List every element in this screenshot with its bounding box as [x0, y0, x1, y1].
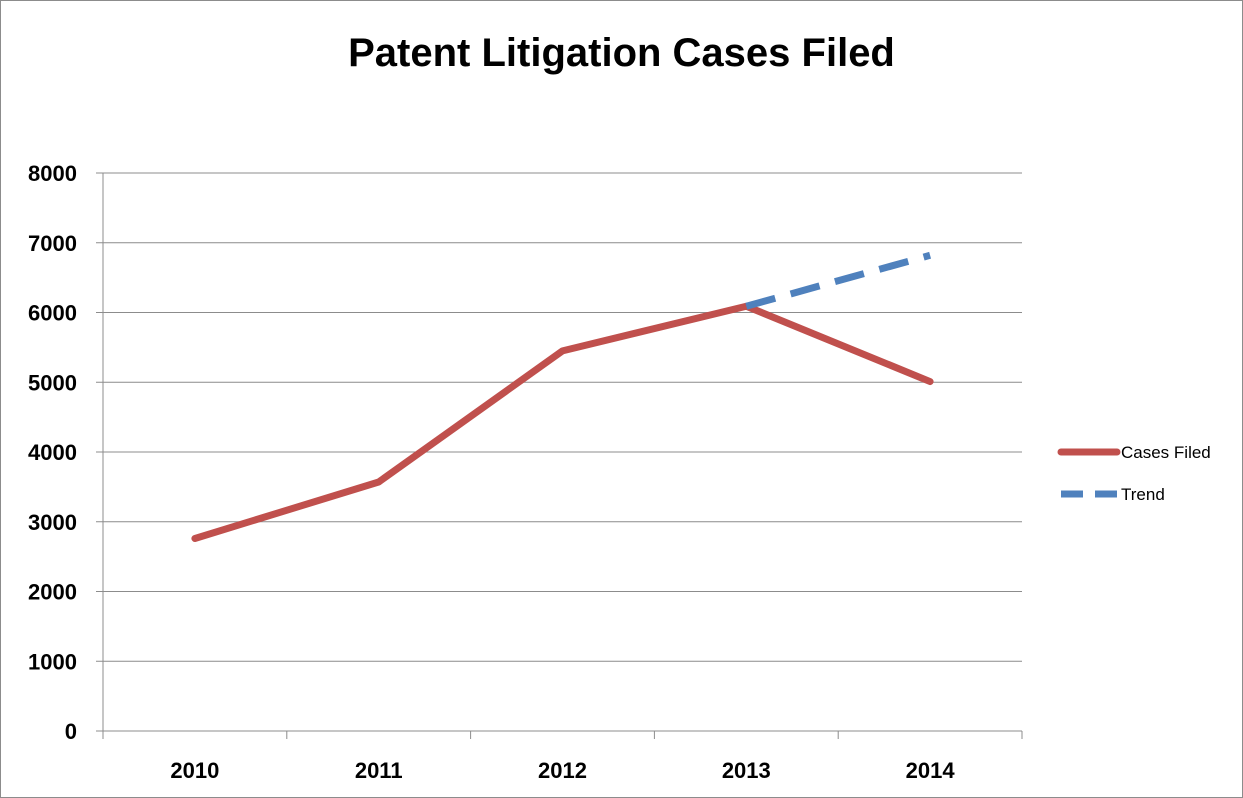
y-tick-label: 4000 — [28, 440, 77, 465]
data-point — [378, 481, 379, 482]
y-tick-label: 8000 — [28, 161, 77, 186]
y-tick-label: 3000 — [28, 510, 77, 535]
y-tick-label: 5000 — [28, 370, 77, 395]
data-point — [194, 538, 195, 539]
data-point — [930, 381, 931, 382]
legend-label: Cases Filed — [1121, 443, 1211, 462]
x-tick-label: 2010 — [170, 758, 219, 783]
series-line-cases-filed — [191, 302, 934, 542]
y-tick-label: 2000 — [28, 580, 77, 605]
data-point — [562, 350, 563, 351]
data-point — [930, 255, 931, 256]
y-tick-label: 7000 — [28, 231, 77, 256]
x-tick-label: 2014 — [906, 758, 956, 783]
x-tick-label: 2013 — [722, 758, 771, 783]
legend: Cases Filed Trend — [1057, 443, 1211, 504]
x-tick-label: 2011 — [355, 758, 403, 783]
gridlines — [103, 172, 1022, 662]
series-lines — [191, 251, 934, 542]
chart-title: Patent Litigation Cases Filed — [348, 31, 895, 75]
series-line-trend — [745, 251, 932, 310]
y-tick-label: 6000 — [28, 301, 77, 326]
data-point — [746, 306, 747, 307]
x-tick-label: 2012 — [538, 758, 587, 783]
y-tick-label: 0 — [65, 719, 77, 744]
x-tick-labels: 2010 2011 2012 2013 2014 — [170, 758, 955, 783]
y-tick-label: 1000 — [28, 649, 77, 674]
legend-label: Trend — [1121, 485, 1165, 504]
y-tick-labels: 0 1000 2000 3000 4000 5000 6000 7000 8000 — [28, 161, 77, 744]
axes — [96, 172, 1023, 739]
